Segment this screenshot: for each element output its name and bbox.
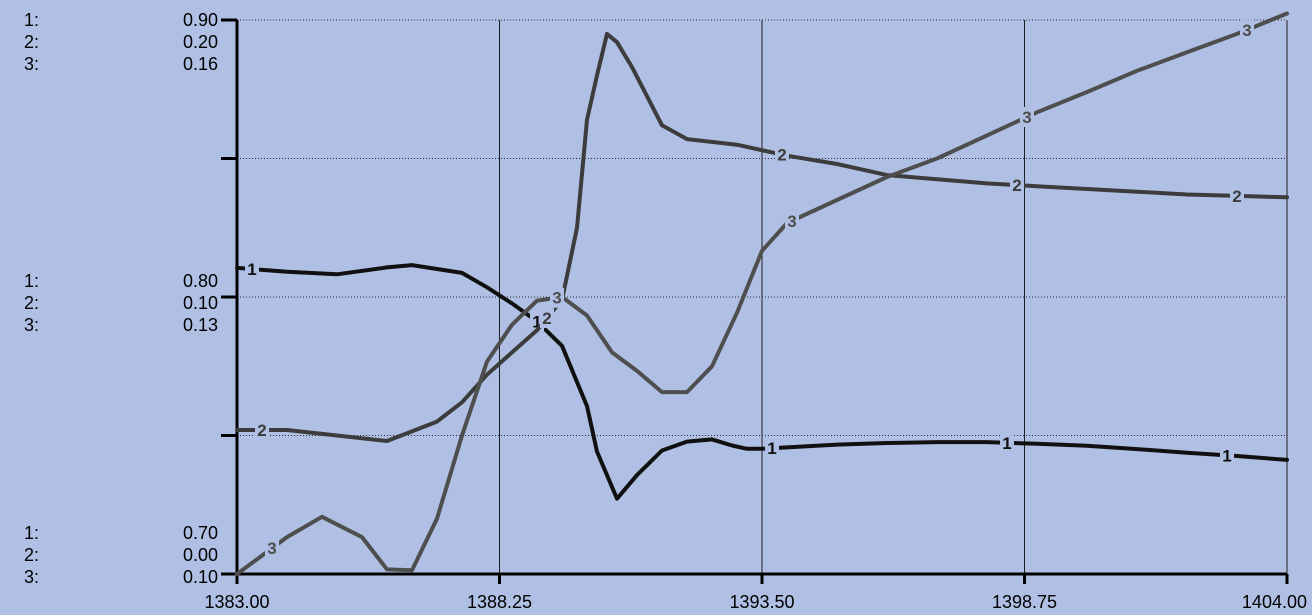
series-marker-bg xyxy=(255,419,269,440)
series-marker-label: 1 xyxy=(767,439,776,458)
series-marker-bg xyxy=(265,538,279,559)
series-marker-bg xyxy=(765,438,779,459)
series-marker-label: 2 xyxy=(257,421,266,440)
series-marker-label: 3 xyxy=(267,539,276,558)
series-marker-label: 3 xyxy=(787,212,796,231)
scale-series-label: 1: xyxy=(24,523,39,543)
scale-value-label: 0.10 xyxy=(183,567,218,587)
series-marker-bg xyxy=(1020,106,1034,127)
scale-value-label: 0.70 xyxy=(183,523,218,543)
scale-value-label: 0.20 xyxy=(183,32,218,52)
series-marker-bg xyxy=(1000,432,1014,453)
series-marker-bg xyxy=(540,308,554,329)
series-marker-label: 2 xyxy=(777,146,786,165)
series-marker-bg xyxy=(1240,19,1254,40)
series-marker-bg xyxy=(245,259,259,280)
series-line-1 xyxy=(235,263,1289,501)
x-tick-label: 1383.00 xyxy=(204,592,269,612)
x-tick-label: 1388.25 xyxy=(467,592,532,612)
series-marker-label: 1 xyxy=(247,260,256,279)
series-marker-label: 3 xyxy=(1242,21,1251,40)
scale-series-label: 1: xyxy=(24,10,39,30)
scale-series-label: 2: xyxy=(24,545,39,565)
scale-series-label: 3: xyxy=(24,567,39,587)
scale-value-label: 0.10 xyxy=(183,293,218,313)
series-marker-label: 2 xyxy=(1012,176,1021,195)
scale-value-label: 0.90 xyxy=(183,10,218,30)
x-tick-label: 1398.75 xyxy=(992,592,1057,612)
scale-series-label: 2: xyxy=(24,293,39,313)
series-marker-bg xyxy=(1010,175,1024,196)
x-tick-label: 1393.50 xyxy=(729,592,794,612)
series-marker-bg xyxy=(550,287,564,308)
axes xyxy=(221,18,1289,584)
scale-value-label: 0.80 xyxy=(183,271,218,291)
series-marker-bg xyxy=(1220,445,1234,466)
series-line-3 xyxy=(235,11,1289,576)
series-marker-label: 3 xyxy=(552,289,561,308)
scale-series-label: 1: xyxy=(24,271,39,291)
scale-value-label: 0.00 xyxy=(183,545,218,565)
y-scale-labels: 1: 0.90 2: 0.20 3: 0.16 1: 0.80 2: 0.10 3: 0.13 1: 0.… xyxy=(24,10,218,587)
series-marker-label: 2 xyxy=(542,309,551,328)
scale-value-label: 0.13 xyxy=(183,315,218,335)
series-marker-label: 3 xyxy=(1022,108,1031,127)
series-marker-label: 2 xyxy=(1232,187,1241,206)
scale-series-label: 3: xyxy=(24,54,39,74)
scale-series-label: 2: xyxy=(24,32,39,52)
x-tick-labels: 1383.00 1388.25 1393.50 1398.75 1404.00 xyxy=(204,592,1307,612)
series-marker-bg xyxy=(1230,185,1244,206)
series-marker-label: 1 xyxy=(532,312,541,331)
series-marker-label: 1 xyxy=(1002,434,1011,453)
scale-value-label: 0.16 xyxy=(183,54,218,74)
series-marker-label: 1 xyxy=(1222,446,1231,465)
series-marker-bg xyxy=(785,210,799,231)
series-marker-bg xyxy=(775,144,789,165)
x-tick-label: 1404.00 xyxy=(1242,592,1307,612)
scale-series-label: 3: xyxy=(24,315,39,335)
series-line-2 xyxy=(235,31,1289,443)
